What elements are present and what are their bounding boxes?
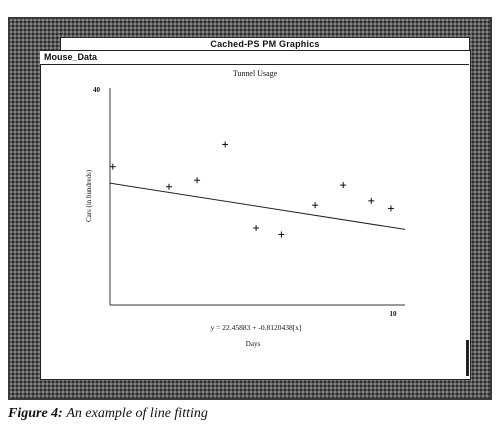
figure-caption: Figure 4: An example of line fitting <box>8 406 504 436</box>
chart-title: Tunnel Usage <box>233 69 278 78</box>
caption-text: An example of line fitting <box>66 406 208 421</box>
y-axis-label: Cars (in hundreds) <box>85 169 93 222</box>
data-point-3 <box>194 177 201 184</box>
window-scrollbar[interactable] <box>466 340 469 376</box>
data-point-10 <box>387 205 394 212</box>
data-point-2 <box>166 183 172 190</box>
data-point-8 <box>340 182 347 189</box>
data-point-4 <box>222 141 229 148</box>
data-point-1 <box>109 163 116 170</box>
fit-equation: y = 22.45883 + -0.8120438[x] <box>211 323 302 332</box>
window-title: Cached-PS PM Graphics <box>210 39 320 49</box>
fit-line <box>109 182 406 230</box>
caption-label: Figure 4: <box>8 406 63 421</box>
menu-item-mouse-data[interactable]: Mouse_Data <box>44 52 98 62</box>
data-point-9 <box>368 197 375 204</box>
data-point-6 <box>278 231 285 238</box>
menu-bar: Mouse_Data <box>40 51 469 65</box>
x-tick-label-right: 10 <box>390 310 398 318</box>
chart-axes <box>109 88 405 306</box>
data-point-7 <box>312 202 319 209</box>
y-tick-label-top: 40 <box>93 86 101 94</box>
window-titlebar[interactable]: Cached-PS PM Graphics <box>60 37 470 51</box>
data-point-5 <box>253 224 260 231</box>
graphics-window <box>40 50 471 380</box>
x-axis-label: Days <box>246 340 261 348</box>
data-points <box>109 141 394 238</box>
